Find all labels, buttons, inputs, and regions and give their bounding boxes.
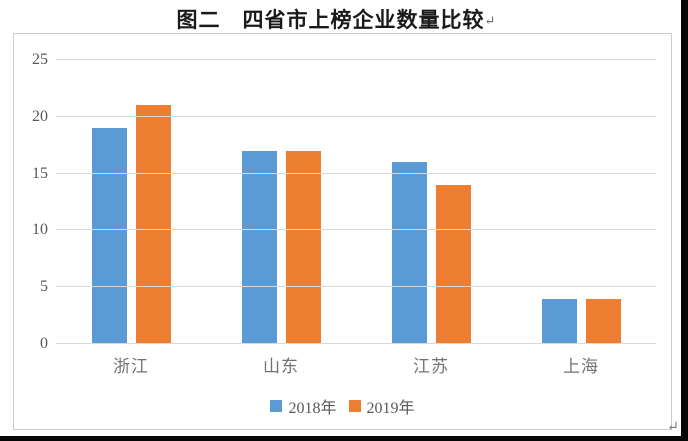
- bar-series1-cat1: [285, 150, 321, 344]
- legend-swatch-icon: [270, 400, 283, 412]
- y-tick-label-15: 15: [32, 164, 48, 182]
- gridline-20: [56, 115, 656, 117]
- chart-title: 图二 四省市上榜企业数量比较: [176, 8, 485, 32]
- y-tick-label-5: 5: [40, 278, 48, 296]
- legend: 2018年 2019年: [14, 394, 671, 418]
- bar-series0-cat3: [541, 298, 577, 344]
- y-tick-label-10: 10: [32, 221, 48, 239]
- gridline-10: [56, 229, 656, 231]
- bar-series0-cat0: [91, 128, 127, 344]
- x-axis-labels: 浙江 山东 江苏 上海: [56, 352, 656, 377]
- bar-group-2: [356, 60, 506, 344]
- legend-label-0: 2018年: [288, 400, 337, 417]
- image-crop-edge-right: [681, 0, 688, 441]
- x-axis-label-1: 山东: [263, 357, 299, 376]
- gridline-25: [56, 59, 656, 60]
- gridline-15: [56, 172, 656, 174]
- plot-area: 0 5 10 15 20 25: [32, 51, 656, 352]
- x-axis-label-3: 上海: [563, 357, 599, 376]
- bar-series1-cat2: [435, 184, 471, 344]
- bar-series1-cat3: [585, 298, 621, 344]
- bar-series1-cat0: [135, 105, 171, 344]
- legend-item-1: 2019年: [348, 394, 415, 418]
- paragraph-mark-icon: ↵: [484, 13, 496, 28]
- bar-series0-cat1: [241, 150, 277, 344]
- y-tick-label-0: 0: [40, 335, 48, 352]
- image-crop-edge-bottom: [0, 436, 688, 441]
- bar-group-1: [206, 60, 356, 344]
- legend-swatch-icon: [348, 400, 361, 412]
- legend-label-1: 2019年: [366, 400, 415, 417]
- bar-series0-cat2: [391, 162, 427, 344]
- chart-container: 0 5 10 15 20 25 浙江 山东 江苏 上海 2018年 2019年: [13, 33, 672, 430]
- bar-groups: [56, 60, 656, 344]
- gridline-0: [56, 343, 656, 344]
- bar-group-0: [56, 60, 206, 344]
- y-tick-label-25: 25: [32, 51, 48, 68]
- chart-title-row: 图二 四省市上榜企业数量比较↵: [0, 4, 672, 34]
- legend-item-0: 2018年: [270, 394, 337, 418]
- bar-group-3: [506, 60, 656, 344]
- x-axis-label-2: 江苏: [413, 357, 449, 376]
- y-tick-label-20: 20: [32, 107, 48, 125]
- x-axis-label-0: 浙江: [113, 357, 149, 376]
- gridline-5: [56, 286, 656, 288]
- paragraph-mark-icon: ↵: [667, 420, 679, 435]
